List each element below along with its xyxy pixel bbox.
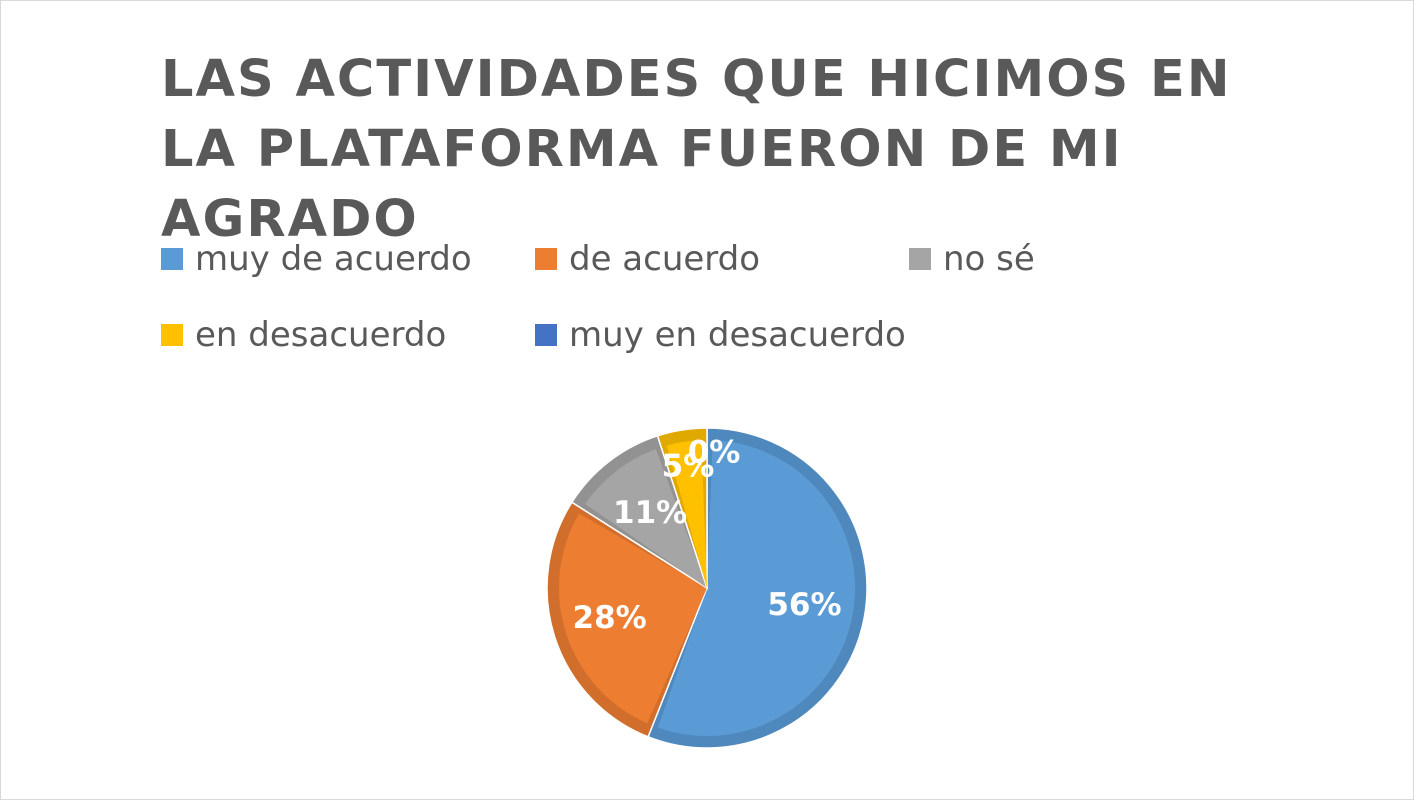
data-label: 5%	[662, 448, 715, 484]
legend-item-no-se: no sé	[909, 239, 1035, 279]
data-label: 0%	[688, 434, 741, 470]
chart-title: LAS ACTIVIDADES QUE HICIMOS EN LA PLATAF…	[161, 50, 1232, 249]
legend-label: de acuerdo	[569, 239, 761, 279]
legend-label: muy en desacuerdo	[569, 315, 906, 355]
legend-item-de-acuerdo: de acuerdo	[535, 239, 760, 279]
legend-item-en-desacuerdo: en desacuerdo	[161, 315, 446, 355]
pie-slice-face-no-se	[585, 449, 707, 588]
legend-item-muy-de-acuerdo: muy de acuerdo	[161, 239, 472, 279]
legend-item-muy-en-desacuerdo: muy en desacuerdo	[535, 315, 906, 355]
legend-swatch	[535, 248, 557, 270]
legend-swatch	[535, 324, 557, 346]
data-label: 11%	[613, 495, 687, 531]
data-label: 56%	[767, 587, 841, 623]
legend-swatch	[909, 248, 931, 270]
pie-slice-face-en-desacuerdo	[666, 440, 707, 588]
data-label: 28%	[573, 600, 647, 636]
chart-legend: muy de acuerdo de acuerdo no sé en desac…	[161, 239, 1161, 379]
legend-label: en desacuerdo	[195, 315, 447, 355]
pie-slice-face-de-acuerdo	[559, 513, 707, 724]
legend-label: no sé	[943, 239, 1035, 279]
legend-swatch	[161, 324, 183, 346]
pie-slice-face-muy-de-acuerdo	[657, 440, 856, 736]
legend-swatch	[161, 248, 183, 270]
legend-label: muy de acuerdo	[195, 239, 472, 279]
